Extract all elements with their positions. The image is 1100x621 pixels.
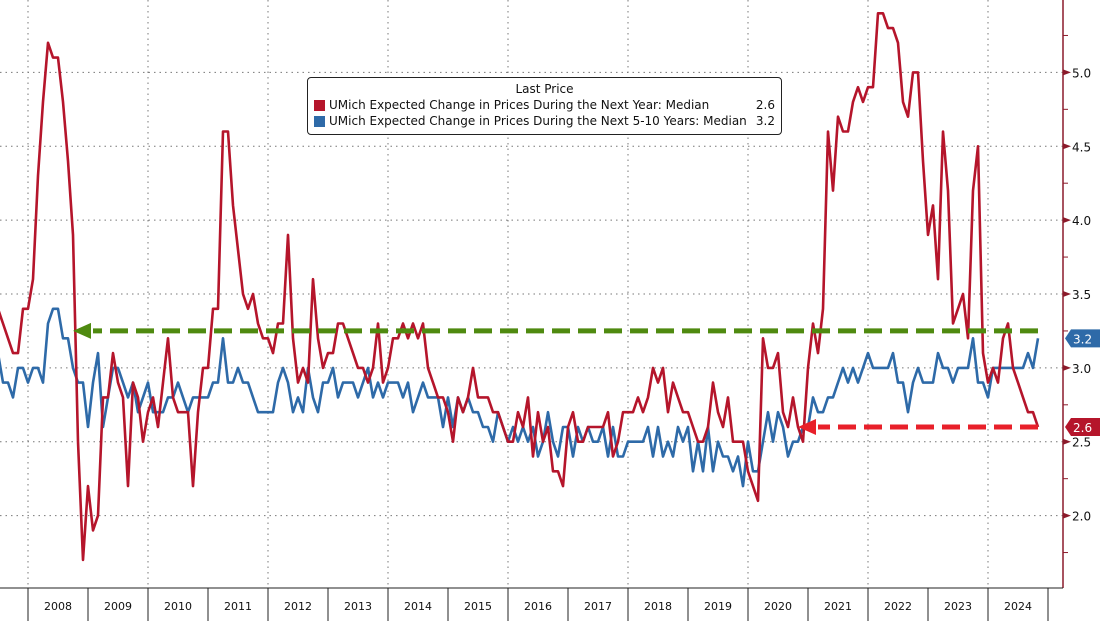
y-tick-label: 4.0 [1072, 214, 1091, 228]
x-tick-label: 2023 [944, 600, 972, 613]
y-tick-label: 2.0 [1072, 510, 1091, 524]
x-tick-label: 2017 [584, 600, 612, 613]
legend-item-5-10-years: UMich Expected Change in Prices During t… [314, 113, 775, 129]
y-tick-mark [1063, 512, 1071, 519]
x-tick-label: 2022 [884, 600, 912, 613]
annotation-arrowhead [798, 418, 816, 435]
y-tick-mark [1063, 217, 1071, 224]
legend-swatch-red [314, 99, 325, 111]
legend-swatch-blue [314, 115, 325, 127]
legend-label: UMich Expected Change in Prices During t… [329, 98, 710, 112]
legend-value: 2.6 [755, 98, 775, 112]
y-tick-label: 4.5 [1072, 140, 1091, 154]
x-tick-label: 2015 [464, 600, 492, 613]
x-tick-label: 2012 [284, 600, 312, 613]
x-tick-label: 2008 [44, 600, 72, 613]
y-tick-mark [1063, 364, 1071, 371]
legend: Last Price UMich Expected Change in Pric… [307, 77, 782, 135]
series-line-next-year [0, 12, 1040, 562]
legend-value: 3.2 [755, 114, 775, 128]
last-value-label: 2.6 [1073, 421, 1092, 435]
x-tick-label: 2018 [644, 600, 672, 613]
x-tick-label: 2013 [344, 600, 372, 613]
x-tick-label: 2014 [404, 600, 432, 613]
y-tick-label: 3.5 [1072, 288, 1091, 302]
x-tick-label: 2010 [164, 600, 192, 613]
last-value-tag [1065, 417, 1100, 436]
y-tick-label: 2.5 [1072, 436, 1091, 450]
x-tick-label: 2020 [764, 600, 792, 613]
last-value-label: 3.2 [1073, 332, 1092, 346]
x-tick-label: 2016 [524, 600, 552, 613]
y-tick-mark [1063, 143, 1071, 150]
x-tick-label: 2009 [104, 600, 132, 613]
x-tick-label: 2021 [824, 600, 852, 613]
y-tick-label: 5.0 [1072, 66, 1091, 80]
x-tick-label: 2019 [704, 600, 732, 613]
legend-label: UMich Expected Change in Prices During t… [329, 114, 747, 128]
y-tick-mark [1063, 291, 1071, 297]
x-tick-label: 2024 [1004, 600, 1032, 613]
annotation-arrowhead [73, 322, 91, 339]
legend-item-next-year: UMich Expected Change in Prices During t… [314, 97, 775, 113]
series-line-5-10-years [0, 307, 1040, 488]
last-value-tag [1065, 329, 1100, 348]
y-tick-mark [1063, 438, 1071, 445]
legend-title: Last Price [515, 82, 574, 96]
y-tick-label: 3.0 [1072, 362, 1091, 376]
x-tick-label: 2011 [224, 600, 252, 613]
y-tick-mark [1063, 69, 1071, 76]
